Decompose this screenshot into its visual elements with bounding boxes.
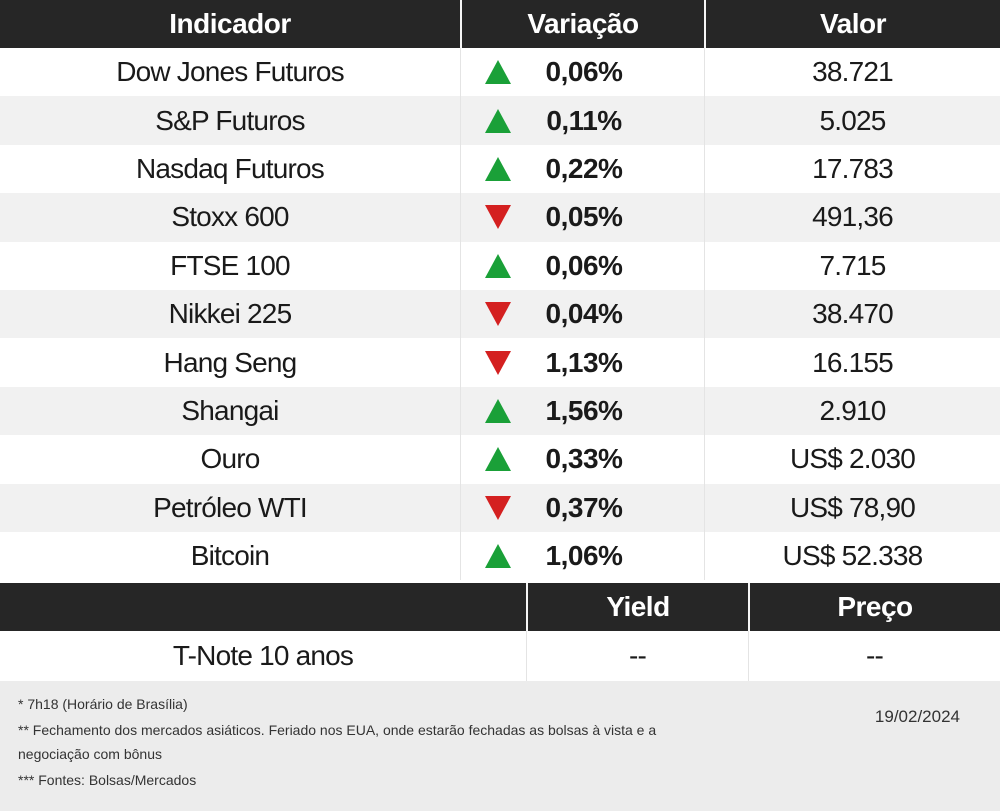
bonds-row-yield: -- (526, 631, 748, 682)
row-indicador: Hang Seng (163, 346, 298, 378)
row-variacao-cell: 0,33% (460, 435, 704, 484)
row-indicador: Ouro (200, 443, 260, 475)
triangle-up-icon (485, 60, 511, 85)
row-variacao: 0,04% (545, 298, 623, 330)
bonds-header: Yield Preço (0, 583, 1000, 632)
row-variacao: 1,13% (545, 346, 623, 378)
notes-lines: * 7h18 (Horário de Brasília) ** Fechamen… (18, 691, 738, 793)
note-asian-markets: ** Fechamento dos mercados asiáticos. Fe… (18, 722, 657, 738)
row-variacao: 0,11% (546, 104, 622, 136)
bonds-row-preco: -- (748, 631, 1000, 682)
row-valor: 7.715 (704, 241, 1000, 290)
row-variacao-cell: 0,04% (460, 289, 704, 339)
table-row: Nasdaq Futuros 0,22% 17.783 (0, 144, 1000, 194)
table-row: Shangai 1,56% 2.910 (0, 386, 1000, 436)
table-row: Bitcoin 1,06% US$ 52.338 (0, 531, 1000, 581)
row-variacao-cell: 0,37% (460, 483, 704, 532)
triangle-down-icon (485, 350, 511, 375)
row-indicador: Stoxx 600 (171, 201, 289, 233)
row-indicador: Nikkei 225 (168, 298, 293, 330)
row-arrow (483, 204, 513, 230)
row-arrow (483, 253, 513, 279)
bonds-row-name: T-Note 10 anos (172, 640, 354, 672)
row-arrow (483, 156, 513, 182)
row-variacao-cell: 0,06% (460, 241, 704, 290)
row-variacao: 0,33% (545, 443, 623, 475)
triangle-down-icon (485, 302, 511, 327)
table-body: Dow Jones Futuros 0,06% 38.721 S&P Futuros 0… (0, 48, 1000, 581)
row-variacao: 0,06% (545, 56, 623, 88)
row-arrow (483, 59, 513, 85)
note-time: * 7h18 (Horário de Brasília) (18, 696, 188, 712)
row-arrow (483, 108, 513, 134)
table-row: FTSE 100 0,06% 7.715 (0, 241, 1000, 290)
header-valor: Valor (704, 0, 1000, 48)
header-variacao: Variação (460, 0, 704, 48)
row-valor: 38.721 (704, 48, 1000, 97)
footer-notes: * 7h18 (Horário de Brasília) ** Fechamen… (0, 681, 1000, 811)
table-header: Indicador Variação Valor (0, 0, 1000, 48)
row-indicador: Bitcoin (190, 540, 270, 572)
table-row: Nikkei 225 0,04% 38.470 (0, 289, 1000, 339)
row-indicador: S&P Futuros (155, 104, 305, 136)
triangle-down-icon (485, 495, 511, 520)
row-arrow (483, 350, 513, 376)
bonds-header-preco: Preço (748, 583, 1000, 632)
table-row: Dow Jones Futuros 0,06% 38.721 (0, 48, 1000, 97)
row-valor: 17.783 (704, 144, 1000, 194)
row-variacao: 1,56% (545, 394, 623, 426)
triangle-up-icon (485, 108, 511, 133)
row-variacao-cell: 0,22% (460, 144, 704, 194)
row-indicador: Nasdaq Futuros (135, 152, 325, 184)
footer-date: 19/02/2024 (874, 707, 960, 726)
row-valor: 5.025 (704, 96, 1000, 145)
row-indicador: Shangai (181, 394, 279, 426)
row-arrow (483, 543, 513, 569)
bonds-row: T-Note 10 anos -- -- (0, 631, 1000, 682)
row-arrow (483, 301, 513, 327)
row-valor: 491,36 (704, 193, 1000, 242)
row-variacao-cell: 1,06% (460, 531, 704, 581)
table-row: Stoxx 600 0,05% 491,36 (0, 193, 1000, 242)
row-variacao: 0,22% (545, 152, 623, 184)
row-variacao: 0,06% (545, 249, 623, 281)
triangle-up-icon (485, 447, 511, 472)
row-indicador: Dow Jones Futuros (116, 56, 344, 88)
note-asian-markets-cont: negociação com bônus (18, 746, 162, 762)
row-variacao-cell: 1,13% (460, 338, 704, 387)
row-indicador: Petróleo WTI (153, 491, 308, 523)
table-row: Petróleo WTI 0,37% US$ 78,90 (0, 483, 1000, 532)
row-variacao-cell: 0,11% (460, 96, 704, 145)
row-arrow (483, 446, 513, 472)
table-row: Ouro 0,33% US$ 2.030 (0, 435, 1000, 484)
triangle-down-icon (485, 205, 511, 230)
triangle-up-icon (485, 398, 511, 423)
row-valor: US$ 78,90 (704, 483, 1000, 532)
header-indicador: Indicador (169, 8, 291, 39)
triangle-up-icon (485, 544, 511, 569)
row-valor: 38.470 (704, 289, 1000, 339)
row-variacao: 0,05% (545, 201, 623, 233)
row-arrow (483, 398, 513, 424)
triangle-up-icon (485, 156, 511, 181)
row-indicador: FTSE 100 (170, 249, 290, 281)
bonds-header-empty (0, 583, 526, 631)
triangle-up-icon (485, 253, 511, 278)
row-variacao-cell: 0,06% (460, 48, 704, 97)
row-variacao: 1,06% (545, 540, 623, 572)
row-valor: 2.910 (704, 386, 1000, 436)
row-variacao-cell: 1,56% (460, 386, 704, 436)
row-valor: US$ 52.338 (704, 531, 1000, 581)
table-row: Hang Seng 1,13% 16.155 (0, 338, 1000, 387)
note-sources: *** Fontes: Bolsas/Mercados (18, 772, 197, 788)
row-arrow (483, 495, 513, 521)
row-variacao: 0,37% (545, 491, 623, 523)
row-valor: US$ 2.030 (704, 435, 1000, 484)
table-row: S&P Futuros 0,11% 5.025 (0, 96, 1000, 145)
bonds-header-yield: Yield (526, 583, 748, 632)
row-variacao-cell: 0,05% (460, 193, 704, 242)
row-valor: 16.155 (704, 338, 1000, 387)
